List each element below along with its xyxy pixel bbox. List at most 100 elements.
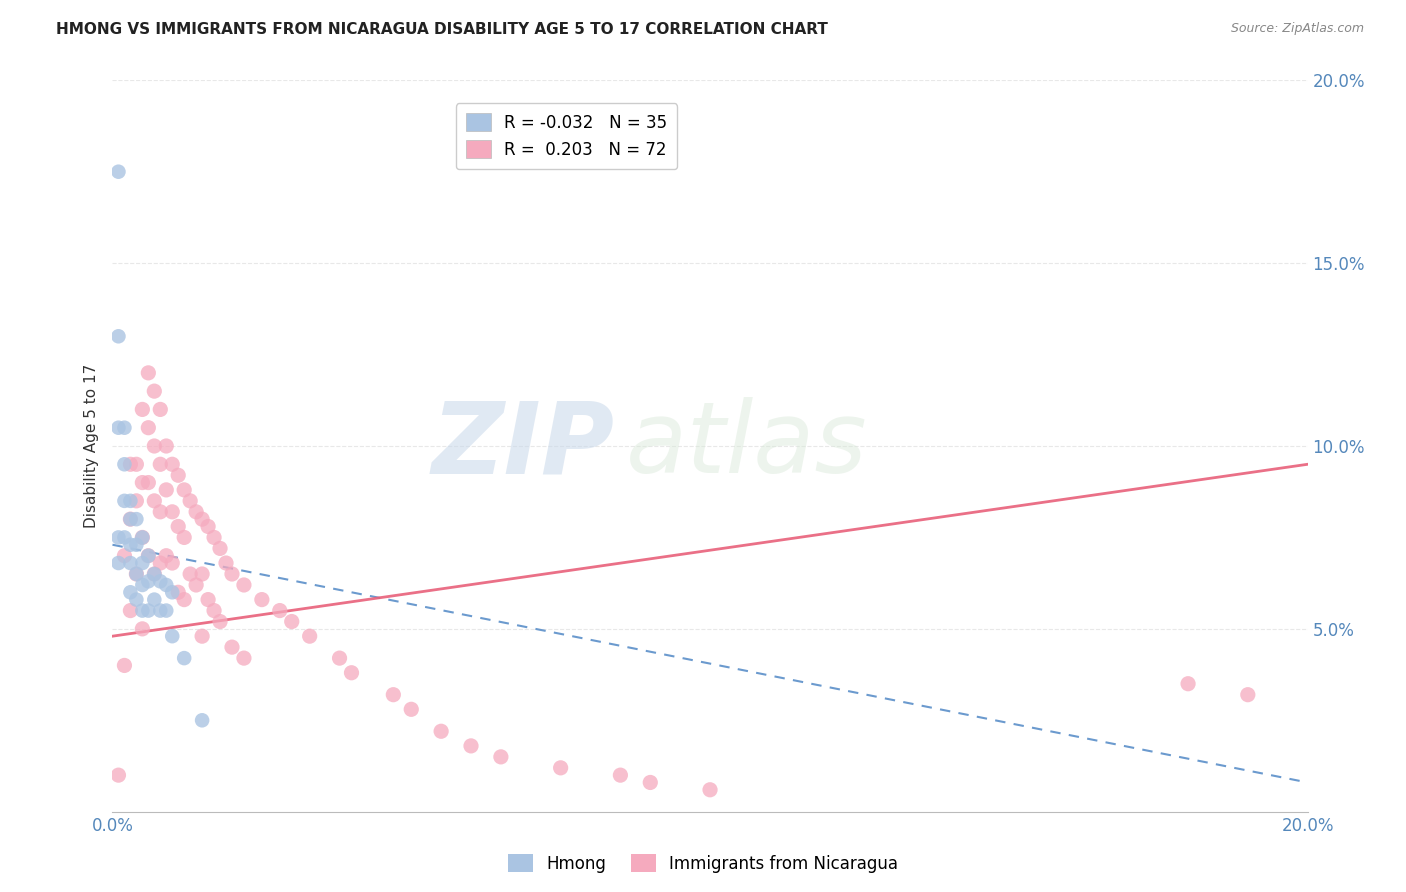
Point (155, 549, 177, 563)
Point (179, 567, 201, 582)
Point (138, 574, 160, 589)
Point (173, 530, 195, 544)
Point (143, 439, 166, 453)
Point (120, 538, 142, 552)
Point (143, 592, 166, 607)
Point (120, 603, 142, 617)
Point (162, 556, 183, 570)
Point (460, 739, 482, 753)
Point (550, 761, 572, 775)
Point (167, 519, 190, 533)
Point (250, 592, 273, 607)
Point (167, 468, 190, 483)
Point (143, 494, 166, 508)
Point (120, 457, 142, 471)
Point (107, 164, 129, 178)
Point (269, 603, 291, 617)
Point (155, 578, 177, 592)
Point (138, 603, 160, 617)
Point (125, 538, 148, 552)
Point (430, 724, 453, 739)
Point (125, 567, 148, 582)
Point (281, 615, 304, 629)
Point (167, 585, 190, 599)
Point (209, 615, 232, 629)
Point (149, 603, 172, 617)
Point (382, 688, 405, 702)
Text: atlas: atlas (627, 398, 868, 494)
Point (209, 541, 232, 556)
Point (131, 530, 153, 544)
Point (107, 768, 129, 782)
Point (143, 567, 166, 582)
Point (114, 530, 135, 544)
Point (138, 421, 160, 435)
Point (143, 384, 166, 398)
Point (149, 556, 172, 570)
Legend: R = -0.032   N = 35, R =  0.203   N = 72: R = -0.032 N = 35, R = 0.203 N = 72 (456, 103, 678, 169)
Text: HMONG VS IMMIGRANTS FROM NICARAGUA DISABILITY AGE 5 TO 17 CORRELATION CHART: HMONG VS IMMIGRANTS FROM NICARAGUA DISAB… (56, 22, 828, 37)
Point (120, 512, 142, 526)
Point (202, 530, 225, 544)
Point (162, 457, 183, 471)
Point (609, 768, 631, 782)
Point (107, 421, 129, 435)
Point (155, 603, 177, 617)
Point (191, 512, 214, 526)
Point (120, 494, 142, 508)
Legend: Hmong, Immigrants from Nicaragua: Hmong, Immigrants from Nicaragua (501, 847, 905, 880)
Point (131, 578, 153, 592)
Point (138, 475, 160, 490)
Point (186, 505, 208, 519)
Point (120, 512, 142, 526)
Point (186, 578, 208, 592)
Point (191, 714, 214, 728)
Point (233, 651, 256, 665)
Point (131, 622, 153, 636)
Point (131, 556, 153, 570)
Point (173, 483, 195, 497)
Point (138, 549, 160, 563)
Point (149, 457, 172, 471)
Point (114, 421, 135, 435)
Point (162, 585, 183, 599)
Point (125, 494, 148, 508)
Y-axis label: Disability Age 5 to 17: Disability Age 5 to 17 (83, 364, 98, 528)
Point (340, 665, 363, 680)
Point (114, 658, 135, 673)
Point (173, 651, 195, 665)
Point (120, 585, 142, 599)
Point (221, 640, 243, 655)
Point (131, 475, 153, 490)
Point (114, 549, 135, 563)
Point (149, 574, 172, 589)
Point (401, 702, 423, 716)
Point (107, 329, 129, 343)
Point (107, 530, 129, 544)
Point (125, 512, 148, 526)
Point (298, 629, 321, 643)
Point (489, 749, 512, 764)
Point (202, 603, 225, 617)
Point (131, 530, 153, 544)
Point (138, 549, 160, 563)
Point (173, 592, 195, 607)
Point (125, 592, 148, 607)
Point (162, 505, 183, 519)
Point (138, 366, 160, 380)
Text: Source: ZipAtlas.com: Source: ZipAtlas.com (1230, 22, 1364, 36)
Point (155, 483, 177, 497)
Point (197, 519, 219, 533)
Point (107, 556, 129, 570)
Point (699, 782, 721, 797)
Point (1237, 688, 1260, 702)
Point (162, 629, 183, 643)
Point (179, 494, 201, 508)
Point (114, 494, 135, 508)
Point (221, 567, 243, 582)
Point (197, 592, 219, 607)
Point (233, 578, 256, 592)
Point (114, 457, 135, 471)
Point (149, 402, 172, 417)
Point (125, 457, 148, 471)
